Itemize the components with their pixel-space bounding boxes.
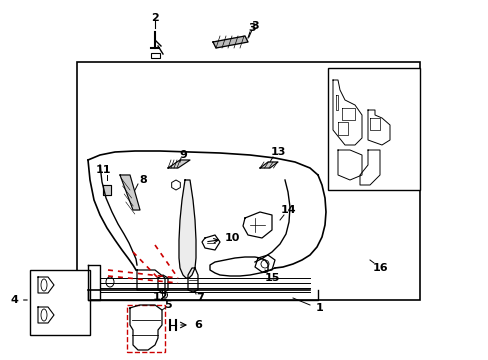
Text: 1: 1	[315, 303, 323, 313]
Bar	[127, 305, 164, 352]
Polygon shape	[120, 175, 140, 210]
Text: 14: 14	[280, 205, 295, 215]
Text: 3: 3	[251, 21, 258, 31]
Text: 12: 12	[152, 292, 167, 302]
Polygon shape	[213, 36, 247, 48]
Polygon shape	[168, 160, 190, 168]
Text: 5: 5	[164, 300, 171, 310]
Bar	[77, 62, 419, 300]
Text: 8: 8	[139, 175, 146, 185]
Polygon shape	[103, 185, 111, 195]
Bar	[30, 270, 90, 335]
Text: 11: 11	[95, 165, 110, 175]
Text: 4: 4	[10, 295, 27, 305]
Text: 2: 2	[151, 13, 159, 23]
Polygon shape	[179, 180, 196, 278]
Text: 7: 7	[196, 293, 203, 303]
Text: 9: 9	[179, 150, 186, 160]
Text: 3: 3	[248, 23, 255, 33]
Text: 13: 13	[270, 147, 285, 157]
Bar	[151, 53, 160, 58]
Polygon shape	[260, 162, 278, 168]
Text: 10: 10	[207, 233, 240, 243]
Text: 6: 6	[194, 320, 202, 330]
Text: 15: 15	[264, 273, 279, 283]
Bar	[327, 68, 419, 190]
Text: 16: 16	[371, 263, 387, 273]
